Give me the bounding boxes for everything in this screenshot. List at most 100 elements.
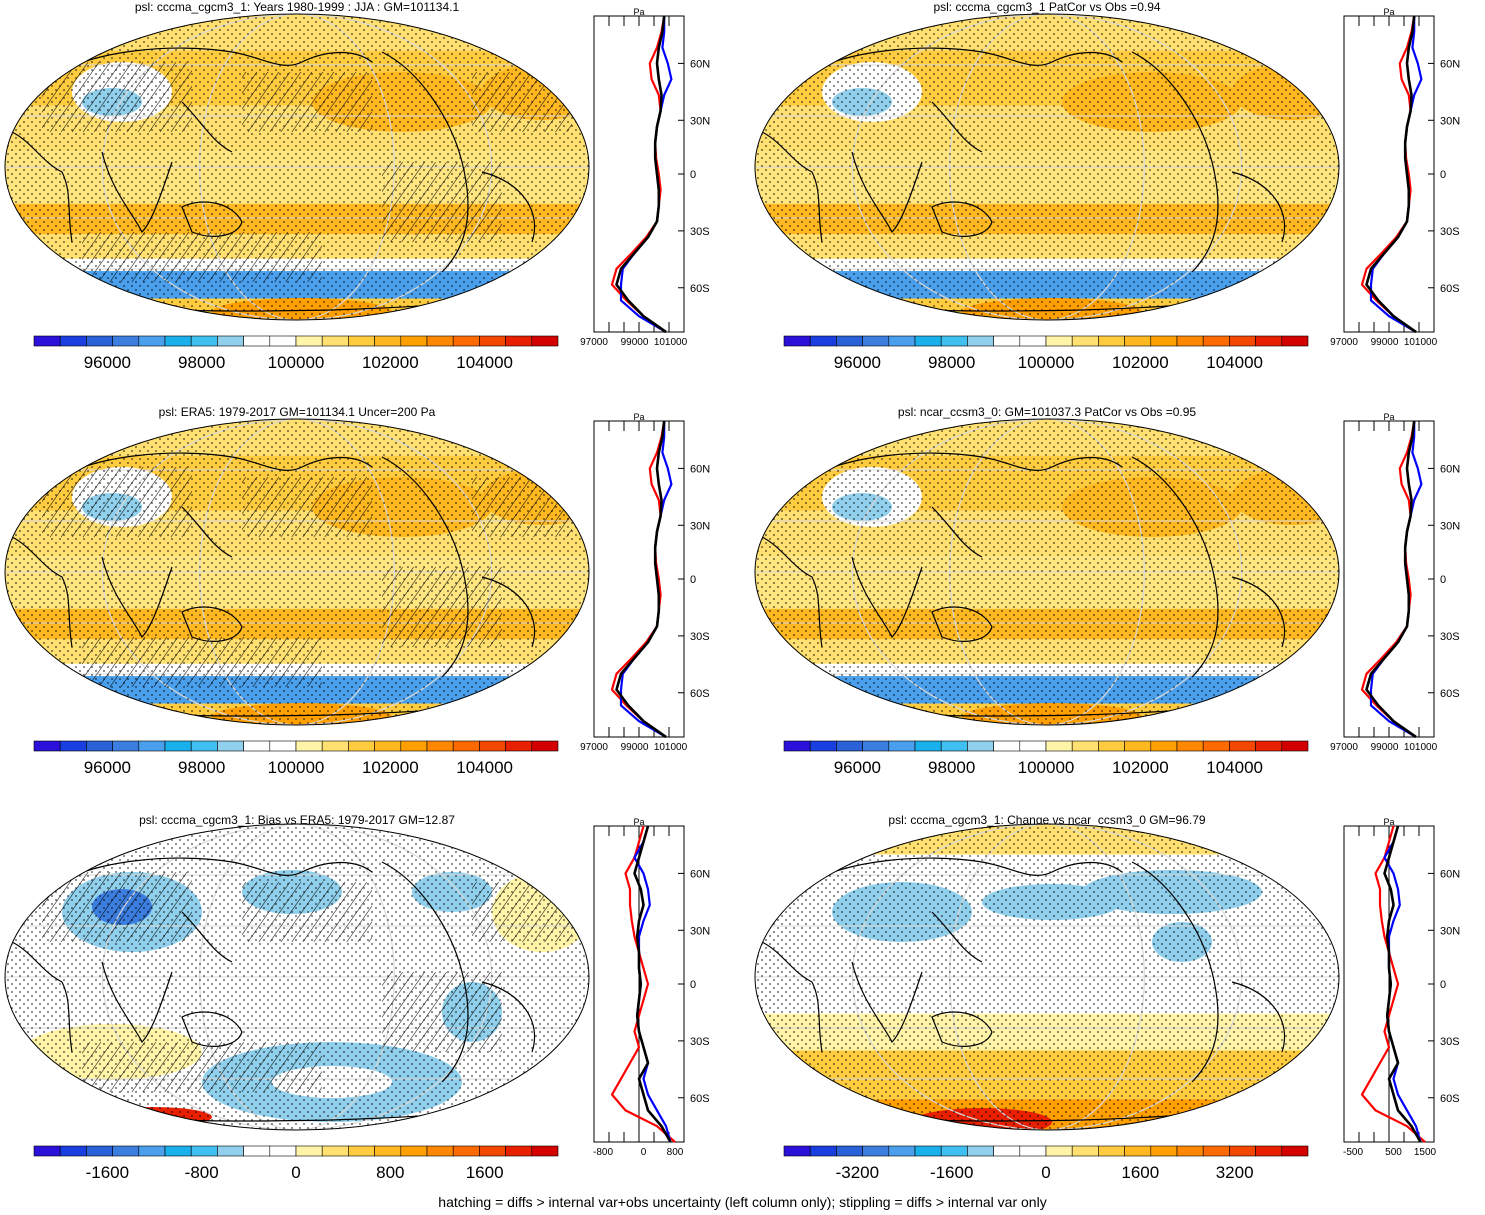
map xyxy=(4,823,590,1131)
zonal-profile: Pa 60N 30N 0 30S 60S 97000 99000 101000 xyxy=(1330,7,1460,348)
profile-x-label: -500 xyxy=(1343,1147,1363,1158)
colorbar-label: -800 xyxy=(185,1163,219,1182)
profile-lat-label: 60N xyxy=(690,868,710,880)
panel-p3: psl: ERA5: 1979-2017 GM=101134.1 Uncer=2… xyxy=(0,405,742,810)
colorbar: 96000 98000 100000 102000 104000 xyxy=(783,335,1309,372)
colorbar-label: 1600 xyxy=(466,1163,504,1182)
colorbar-label: -1600 xyxy=(86,1163,129,1182)
profile-unit: Pa xyxy=(1383,7,1394,17)
panel-p2: psl: cccma_cgcm3_1 PatCor vs Obs =0.94 96… xyxy=(750,0,1485,405)
profile-x-label: 97000 xyxy=(1330,742,1358,753)
profile-lat-label: 0 xyxy=(690,979,696,991)
profile-lat-label: 60N xyxy=(690,463,710,475)
zonal-profile: Pa 60N 30N 0 30S 60S -800 0 800 xyxy=(593,817,710,1158)
profile-lat-label: 0 xyxy=(690,574,696,586)
colorbar-label: 0 xyxy=(291,1163,300,1182)
map xyxy=(4,418,590,726)
profile-lat-label: 0 xyxy=(1440,574,1446,586)
profile-lat-label: 60N xyxy=(1440,868,1460,880)
profile-x-label: 97000 xyxy=(580,337,608,348)
colorbar-label: 100000 xyxy=(1018,758,1075,777)
profile-unit: Pa xyxy=(1383,412,1394,422)
colorbar-label: 800 xyxy=(376,1163,404,1182)
profile-lat-label: 0 xyxy=(1440,979,1446,991)
profile-unit: Pa xyxy=(633,817,644,827)
colorbar-label: 98000 xyxy=(928,758,975,777)
profile-x-label: 101000 xyxy=(654,337,688,348)
profile-unit: Pa xyxy=(1383,817,1394,827)
profile-x-label: 101000 xyxy=(654,742,688,753)
profile-lat-label: 30N xyxy=(690,520,710,532)
zonal-profile: Pa 60N 30N 0 30S 60S 97000 99000 101000 xyxy=(580,7,710,348)
colorbar-label: 3200 xyxy=(1216,1163,1254,1182)
colorbar: 96000 98000 100000 102000 104000 xyxy=(33,335,559,372)
profile-x-label: 97000 xyxy=(1330,337,1358,348)
colorbar: -3200 -1600 0 1600 3200 xyxy=(783,1145,1309,1182)
profile-x-label: 101000 xyxy=(1404,742,1438,753)
profile-lat-label: 60N xyxy=(1440,463,1460,475)
colorbar-label: 104000 xyxy=(456,353,513,372)
profile-lat-label: 60S xyxy=(1440,1093,1460,1105)
profile-lat-label: 60S xyxy=(1440,688,1460,700)
profile-lat-label: 30S xyxy=(690,631,710,643)
profile-lat-label: 60S xyxy=(690,1093,710,1105)
colorbar-label: 1600 xyxy=(1121,1163,1159,1182)
panel-p1: psl: cccma_cgcm3_1: Years 1980-1999 : JJ… xyxy=(0,0,742,405)
profile-unit: Pa xyxy=(633,7,644,17)
colorbar-label: 96000 xyxy=(84,758,131,777)
profile-x-label: -800 xyxy=(593,1147,613,1158)
profile-x-label: 800 xyxy=(667,1147,684,1158)
colorbar-label: 96000 xyxy=(834,353,881,372)
colorbar-label: 96000 xyxy=(834,758,881,777)
colorbar-label: 102000 xyxy=(362,353,419,372)
profile-x-label: 97000 xyxy=(580,742,608,753)
profile-lat-label: 30N xyxy=(1440,925,1460,937)
colorbar-label: 98000 xyxy=(178,353,225,372)
panel-p4: psl: ncar_ccsm3_0: GM=101037.3 PatCor vs… xyxy=(750,405,1485,810)
colorbar-label: 96000 xyxy=(84,353,131,372)
panel-title: psl: ncar_ccsm3_0: GM=101037.3 PatCor vs… xyxy=(897,405,1197,419)
map xyxy=(4,13,590,321)
profile-lat-label: 30S xyxy=(690,1036,710,1048)
colorbar: 96000 98000 100000 102000 104000 xyxy=(783,740,1309,777)
panel-title: psl: cccma_cgcm3_1: Change vs ncar_ccsm3… xyxy=(888,813,1206,827)
profile-lat-label: 30N xyxy=(690,115,710,127)
colorbar-label: -3200 xyxy=(836,1163,879,1182)
profile-lat-label: 30S xyxy=(1440,631,1460,643)
profile-lat-label: 0 xyxy=(1440,169,1446,181)
profile-lat-label: 30S xyxy=(690,226,710,238)
colorbar-label: 0 xyxy=(1041,1163,1050,1182)
profile-lat-label: 30N xyxy=(1440,115,1460,127)
colorbar-label: 98000 xyxy=(928,353,975,372)
profile-lat-label: 30N xyxy=(690,925,710,937)
colorbar-label: 102000 xyxy=(1112,758,1169,777)
profile-x-label: 1500 xyxy=(1414,1147,1437,1158)
profile-x-label: 99000 xyxy=(1371,742,1399,753)
profile-x-label: 500 xyxy=(1385,1147,1402,1158)
colorbar-label: 104000 xyxy=(1206,758,1263,777)
profile-lat-label: 60N xyxy=(690,58,710,70)
profile-x-label: 99000 xyxy=(621,742,649,753)
footnote: hatching = diffs > internal var+obs unce… xyxy=(438,1194,1047,1210)
colorbar-label: 100000 xyxy=(268,758,325,777)
map xyxy=(754,823,1340,1131)
map xyxy=(754,13,1340,321)
profile-x-label: 99000 xyxy=(621,337,649,348)
colorbar-label: -1600 xyxy=(930,1163,973,1182)
profile-lat-label: 60S xyxy=(690,283,710,295)
colorbar-label: 102000 xyxy=(1112,353,1169,372)
profile-x-label: 101000 xyxy=(1404,337,1438,348)
profile-lat-label: 60N xyxy=(1440,58,1460,70)
profile-unit: Pa xyxy=(633,412,644,422)
panel-title: psl: cccma_cgcm3_1: Years 1980-1999 : JJ… xyxy=(134,0,460,14)
colorbar-label: 104000 xyxy=(1206,353,1263,372)
profile-lat-label: 0 xyxy=(690,169,696,181)
colorbar-label: 100000 xyxy=(1018,353,1075,372)
colorbar: 96000 98000 100000 102000 104000 xyxy=(33,740,559,777)
panel-p6: psl: cccma_cgcm3_1: Change vs ncar_ccsm3… xyxy=(750,810,1485,1215)
colorbar: -1600 -800 0 800 1600 xyxy=(33,1145,559,1182)
colorbar-label: 102000 xyxy=(362,758,419,777)
profile-lat-label: 30S xyxy=(1440,1036,1460,1048)
map xyxy=(754,418,1340,726)
profile-lat-label: 30S xyxy=(1440,226,1460,238)
